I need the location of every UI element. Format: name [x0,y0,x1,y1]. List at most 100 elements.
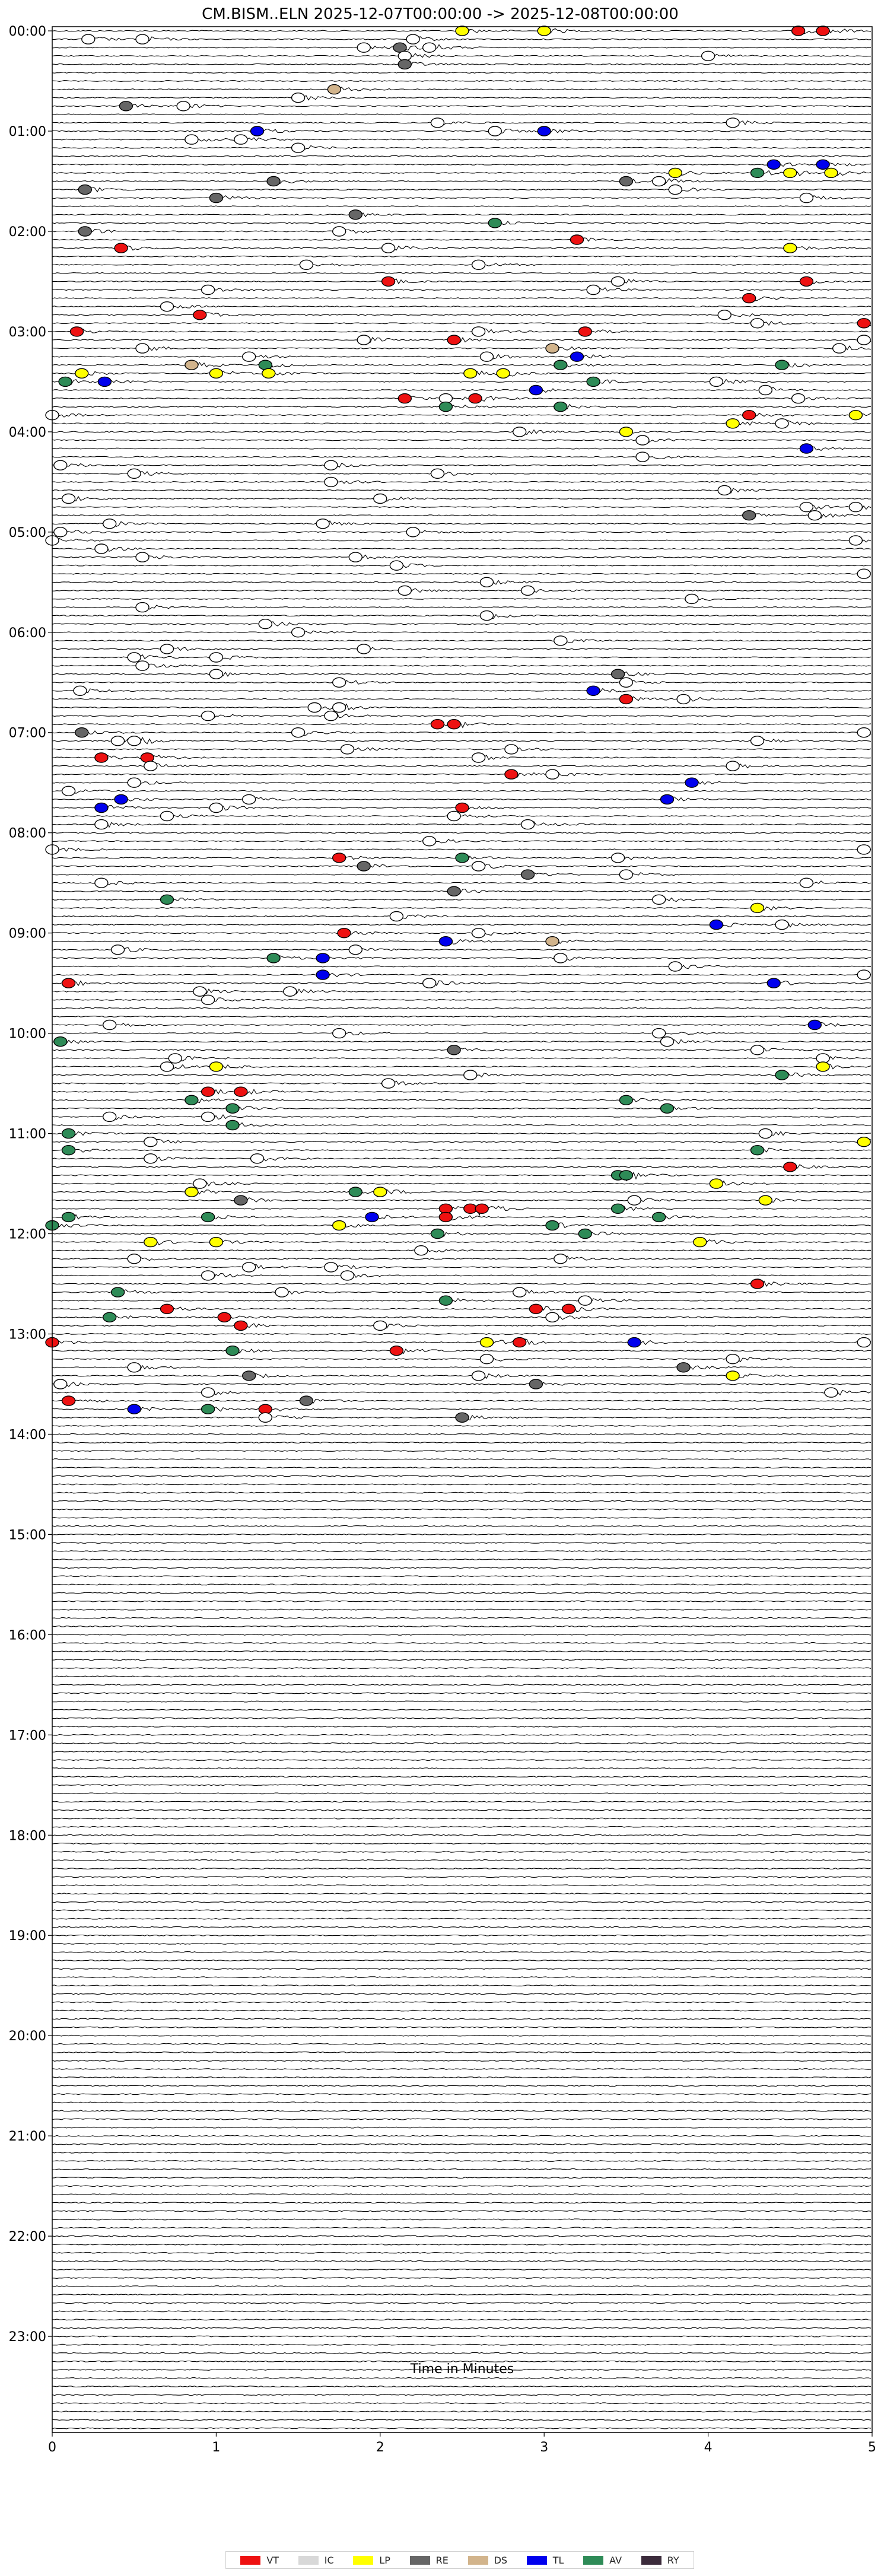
event-marker-vt [504,769,519,780]
trace-line [52,1237,872,1246]
trace-line [52,1389,872,1396]
event-marker-vt [562,1303,576,1315]
event-marker-ic [513,1287,527,1297]
event-marker-ic [750,1045,765,1055]
trace-line [52,702,872,711]
y-tick-label: 22:00 [9,2230,46,2244]
event-marker-ic [791,393,806,404]
trace-line [52,2060,872,2062]
event-marker-re [299,1395,314,1406]
event-marker-ic [324,1262,338,1273]
event-marker-ic [750,318,765,329]
legend-label: VT [266,2554,279,2566]
event-marker-av [266,953,281,963]
trace-line [52,1542,872,1544]
event-marker-lp [144,1236,158,1248]
trace-line [52,480,872,484]
event-marker-re [357,861,371,872]
event-marker-ic [144,761,158,771]
event-marker-ic [447,810,461,822]
event-marker-vt [455,802,469,813]
trace-line [52,1842,872,1844]
trace-line [52,403,872,411]
event-marker-re [348,209,362,220]
trace-line [52,2394,872,2396]
trace-line [52,1467,872,1469]
event-marker-ic [102,1111,117,1122]
event-marker-tl [94,802,109,813]
trace-line [52,905,871,911]
event-marker-ic [135,660,150,671]
legend-item-vt: VT [240,2555,279,2566]
event-marker-vt [578,326,592,337]
event-marker-av [58,376,72,387]
trace-line [52,2026,872,2028]
event-marker-ic [463,1070,478,1080]
trace-line [52,1817,872,1820]
trace-line [52,1371,872,1379]
trace-line [52,1450,872,1452]
trace-line [52,1022,872,1028]
event-marker-lp [816,1061,830,1072]
legend-item-av: AV [583,2555,622,2566]
trace-line [52,1567,872,1569]
event-marker-av [201,1211,215,1223]
event-marker-ic [381,1078,396,1089]
event-marker-ic [520,585,535,596]
x-tick-label: 5 [868,2440,876,2455]
event-marker-lp [783,167,797,179]
trace-line [52,113,872,116]
trace-line [52,654,872,661]
event-marker-vt [447,718,461,730]
trace-line [52,921,872,928]
event-marker-ic [717,310,731,320]
event-marker-vt [234,1086,248,1097]
trace-line [52,1917,872,1920]
event-marker-ic [324,476,338,488]
event-marker-ic [471,259,486,270]
event-marker-ic [471,861,486,872]
trace-line [52,294,872,301]
event-marker-tl [660,794,675,805]
event-marker-ic [135,552,150,562]
trace-line [52,896,872,902]
event-marker-tl [766,159,781,170]
event-marker-ic [857,844,871,855]
event-marker-ic [857,727,871,738]
trace-line [52,394,872,403]
event-marker-ic [554,635,568,646]
event-marker-ic [127,736,141,746]
trace-line [52,2327,872,2329]
event-marker-vt [742,410,756,421]
event-marker-av [619,1170,634,1181]
trace-line [52,1960,872,1961]
legend-label: RY [667,2554,679,2566]
plot-frame [52,26,873,2433]
trace-line [52,1550,872,1553]
event-marker-ic [201,710,215,721]
trace-line [52,687,872,695]
event-marker-ic [676,694,691,705]
trace-line [52,1993,872,1995]
event-marker-ic [799,501,814,513]
trace-line [52,1355,872,1363]
trace-line [52,711,872,719]
event-marker-ic [234,134,248,145]
event-marker-lp [848,410,863,421]
trace-line [52,872,872,877]
event-marker-ic [135,343,150,354]
event-marker-ic [701,50,715,62]
event-marker-ic [201,284,215,295]
trace-line [52,644,872,651]
trace-line [52,1709,872,1711]
event-marker-ic [160,301,174,312]
event-marker-ic [430,117,445,128]
event-marker-vt [742,292,756,304]
event-marker-ic [545,769,559,780]
event-marker-vt [114,243,128,253]
event-marker-tl [766,978,781,988]
y-tick-label: 04:00 [9,425,46,440]
trace-line [52,1826,872,1828]
event-marker-vt [234,1320,248,1331]
event-marker-vt [783,1162,797,1172]
